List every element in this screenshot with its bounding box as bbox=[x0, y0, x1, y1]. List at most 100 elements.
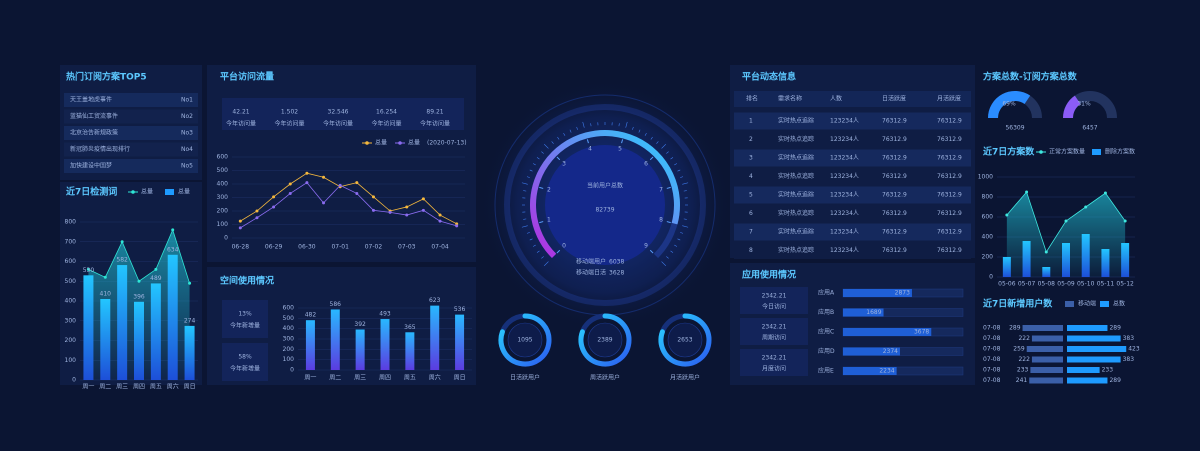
gauge-minor bbox=[618, 123, 620, 127]
y-label: 07-08 bbox=[983, 335, 1001, 342]
row-bg bbox=[64, 93, 198, 107]
bar bbox=[83, 275, 94, 380]
bar bbox=[1062, 243, 1070, 277]
gauge-value: 82739 bbox=[595, 207, 614, 214]
x-tick-label: 07-03 bbox=[398, 244, 416, 251]
gauge-title: 当前用户总数 bbox=[587, 182, 623, 190]
bar bbox=[100, 299, 111, 380]
gauge-minor bbox=[661, 261, 667, 267]
row-rank: No3 bbox=[181, 130, 193, 137]
data-label: 634 bbox=[167, 246, 179, 253]
x-tick-label: 周二 bbox=[99, 384, 111, 391]
table-cell: 实时热点追踪 bbox=[778, 135, 814, 143]
table-cell: 实时热点追踪 bbox=[778, 228, 814, 236]
point bbox=[355, 181, 359, 185]
y-label: 07-08 bbox=[983, 346, 1001, 353]
gauge-tick-label: 5 bbox=[618, 145, 622, 152]
gauge-minor bbox=[551, 141, 554, 144]
gauge-tick-label: 8 bbox=[659, 217, 663, 224]
y-label: 07-08 bbox=[983, 377, 1001, 384]
bar bbox=[1101, 249, 1110, 277]
point bbox=[371, 195, 375, 199]
ring-arc bbox=[578, 313, 632, 367]
bar bbox=[380, 319, 390, 370]
table-cell: 76312.9 bbox=[882, 155, 907, 162]
bar bbox=[1067, 377, 1108, 384]
point bbox=[272, 205, 276, 209]
bar-label: 应用E bbox=[818, 367, 834, 375]
y-tick-label: 400 bbox=[982, 234, 994, 241]
y-tick-label: 600 bbox=[65, 258, 77, 265]
gauge-tick bbox=[649, 249, 654, 254]
table-cell: 123234人 bbox=[830, 173, 859, 180]
data-label: 536 bbox=[454, 306, 466, 313]
table-row bbox=[734, 205, 971, 222]
bar bbox=[1030, 367, 1063, 373]
line bbox=[240, 172, 457, 225]
gauge-core bbox=[545, 145, 665, 265]
gauge-minor bbox=[521, 225, 528, 228]
gauge-minor bbox=[674, 163, 678, 166]
y-tick-label: 200 bbox=[65, 337, 77, 344]
legend-key bbox=[1100, 301, 1109, 307]
table-cell: 1 bbox=[749, 118, 753, 125]
legend-label: 删除方案数 bbox=[1105, 148, 1135, 156]
kpi-value: 16.254 bbox=[376, 109, 397, 116]
bar bbox=[1029, 377, 1063, 384]
point bbox=[421, 197, 425, 201]
y-tick-label: 200 bbox=[217, 208, 229, 215]
gauge-tick-label: 3 bbox=[562, 160, 566, 167]
gauge-tick bbox=[666, 186, 671, 189]
ring-label: 日活跃用户 bbox=[510, 374, 540, 382]
y-tick-label: 300 bbox=[217, 194, 229, 201]
y-tick-label: 300 bbox=[283, 336, 295, 343]
table-cell: 123234人 bbox=[830, 247, 859, 254]
gauge-minor bbox=[674, 244, 678, 247]
kpi-label: 月度访问 bbox=[762, 365, 786, 373]
gauge-minor bbox=[656, 141, 659, 144]
table-header: 日活跃度 bbox=[882, 95, 906, 103]
gauge-minor bbox=[680, 176, 684, 178]
y-tick-label: 700 bbox=[65, 238, 77, 245]
bar bbox=[1067, 356, 1121, 363]
bar-label: 应用B bbox=[818, 308, 834, 316]
ring-core bbox=[667, 322, 703, 358]
data-label: 233 bbox=[1102, 367, 1114, 374]
kpi-box bbox=[222, 343, 268, 381]
table-cell: 76312.9 bbox=[937, 173, 962, 180]
table-cell: 实时热点追踪 bbox=[778, 191, 814, 199]
bar bbox=[1067, 346, 1127, 352]
table-cell: 76312.9 bbox=[937, 192, 962, 199]
legend-key bbox=[1065, 301, 1074, 307]
data-label: 365 bbox=[404, 324, 416, 331]
kpi-label: 今年访问量 bbox=[274, 120, 304, 128]
data-label: 241 bbox=[1016, 377, 1028, 384]
data-label: 482 bbox=[305, 312, 317, 319]
x-tick-label: 05-08 bbox=[1038, 281, 1056, 288]
data-label: 233 bbox=[1017, 367, 1029, 374]
gauge-minor bbox=[625, 121, 628, 128]
x-tick-label: 05-07 bbox=[1018, 281, 1036, 288]
y-tick-label: 100 bbox=[217, 221, 229, 228]
data-label: 222 bbox=[1018, 356, 1030, 363]
gauge-tick-label: 9 bbox=[644, 243, 648, 250]
point bbox=[355, 191, 359, 195]
data-label: 2234 bbox=[879, 368, 894, 375]
table-cell: 123234人 bbox=[830, 192, 859, 199]
gauge-minor bbox=[666, 151, 669, 154]
bar bbox=[405, 332, 415, 370]
data-label: 222 bbox=[1018, 335, 1030, 342]
kpi-value: 2342.21 bbox=[762, 293, 787, 300]
gauge-minor bbox=[632, 126, 634, 130]
x-tick-label: 05-09 bbox=[1057, 281, 1075, 288]
bar bbox=[843, 289, 912, 297]
table-cell: 实时热点追踪 bbox=[778, 246, 814, 254]
y-tick-label: 200 bbox=[982, 254, 994, 261]
bar bbox=[1022, 241, 1031, 277]
gauge-minor bbox=[677, 169, 681, 172]
x-tick-label: 06-28 bbox=[232, 244, 250, 251]
gauge-tick bbox=[586, 139, 589, 144]
table-row bbox=[734, 186, 971, 204]
legend-label: 总量 bbox=[375, 139, 387, 147]
